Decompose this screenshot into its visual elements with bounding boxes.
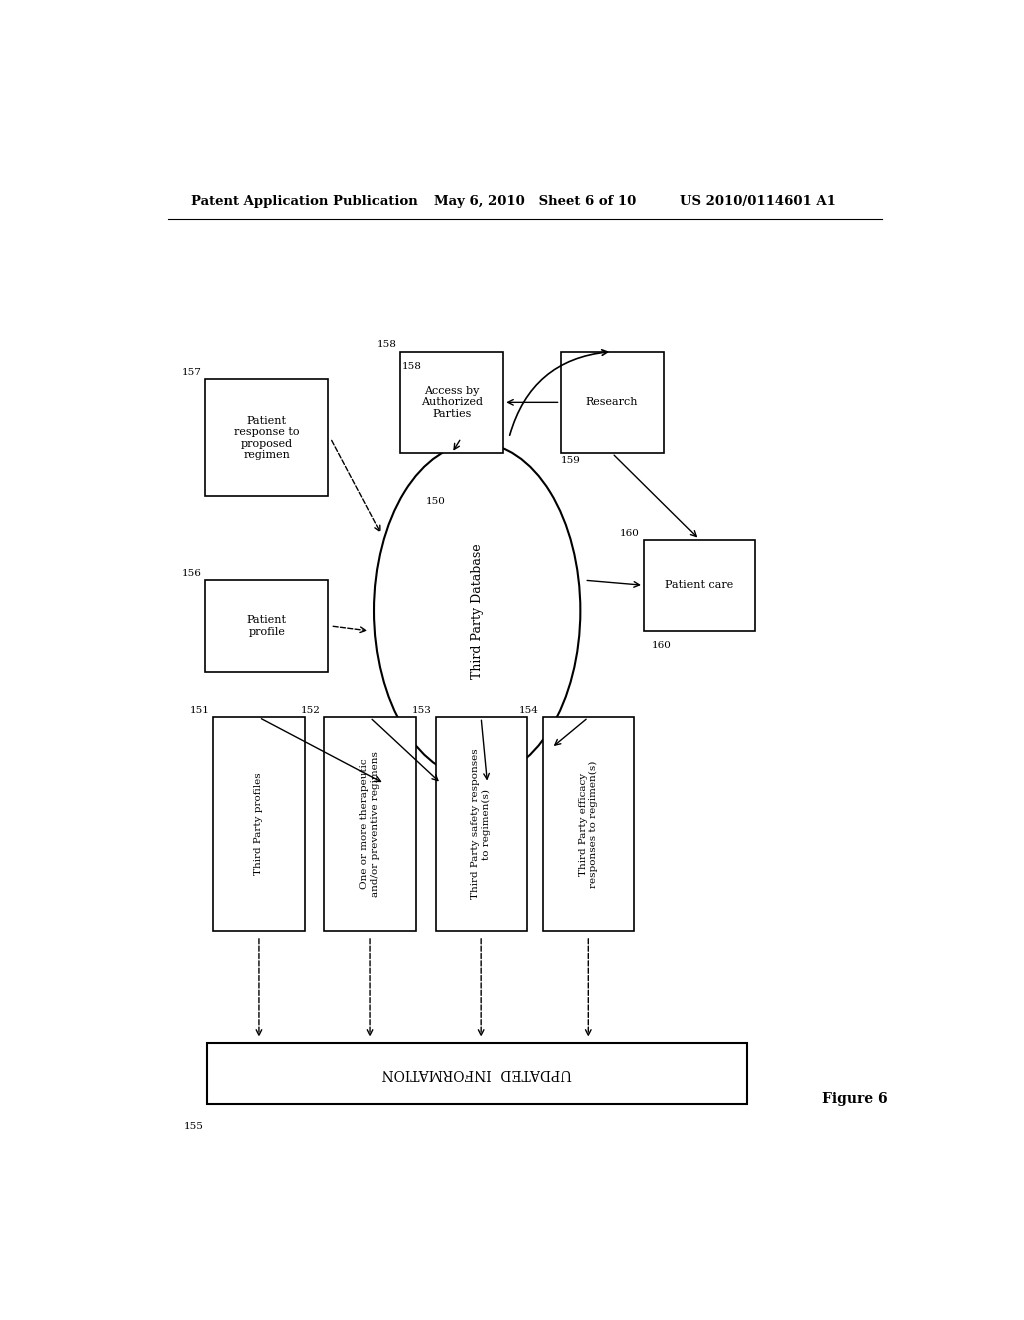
Text: 151: 151 bbox=[189, 706, 209, 715]
Text: UPDATED  INFORMATION: UPDATED INFORMATION bbox=[382, 1067, 572, 1080]
Text: Patient
response to
proposed
regimen: Patient response to proposed regimen bbox=[234, 416, 300, 461]
Bar bbox=[206, 581, 329, 672]
Bar bbox=[325, 718, 416, 931]
Text: Patient
profile: Patient profile bbox=[247, 615, 287, 636]
Text: 160: 160 bbox=[652, 642, 672, 651]
Text: Research: Research bbox=[586, 397, 638, 408]
Bar bbox=[435, 718, 526, 931]
Text: One or more therapeutic
and/or preventive regimens: One or more therapeutic and/or preventiv… bbox=[360, 751, 380, 898]
Text: 158: 158 bbox=[401, 362, 422, 371]
Text: 160: 160 bbox=[620, 528, 640, 537]
Bar bbox=[207, 1043, 748, 1104]
Text: Third Party efficacy
responses to regimen(s): Third Party efficacy responses to regime… bbox=[579, 760, 598, 888]
Bar bbox=[644, 540, 755, 631]
Text: 158: 158 bbox=[377, 341, 396, 350]
Text: 155: 155 bbox=[183, 1122, 204, 1131]
Text: 154: 154 bbox=[519, 706, 539, 715]
Bar bbox=[560, 351, 664, 453]
Bar bbox=[543, 718, 634, 931]
Text: 156: 156 bbox=[181, 569, 202, 578]
Text: Patient care: Patient care bbox=[666, 581, 733, 590]
Text: 152: 152 bbox=[301, 706, 321, 715]
Text: 150: 150 bbox=[426, 496, 445, 506]
Bar bbox=[213, 718, 304, 931]
Text: Figure 6: Figure 6 bbox=[822, 1092, 888, 1106]
Text: US 2010/0114601 A1: US 2010/0114601 A1 bbox=[680, 194, 836, 207]
Text: Third Party safety responses
to regimen(s): Third Party safety responses to regimen(… bbox=[471, 748, 490, 899]
Text: Access by
Authorized
Parties: Access by Authorized Parties bbox=[421, 385, 482, 418]
Text: Third Party Database: Third Party Database bbox=[471, 543, 483, 678]
Bar bbox=[206, 379, 329, 496]
Text: May 6, 2010   Sheet 6 of 10: May 6, 2010 Sheet 6 of 10 bbox=[433, 194, 636, 207]
Bar bbox=[400, 351, 504, 453]
Text: Patent Application Publication: Patent Application Publication bbox=[191, 194, 418, 207]
Text: 153: 153 bbox=[412, 706, 431, 715]
Text: 159: 159 bbox=[560, 457, 581, 466]
Text: Third Party profiles: Third Party profiles bbox=[254, 772, 263, 875]
Text: 157: 157 bbox=[181, 368, 202, 378]
